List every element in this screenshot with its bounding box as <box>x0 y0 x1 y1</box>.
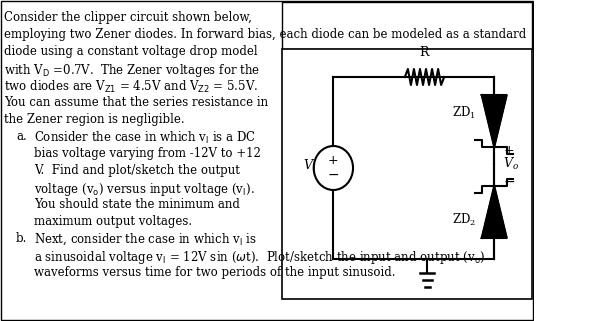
Text: maximum output voltages.: maximum output voltages. <box>34 215 192 228</box>
Text: voltage (v$_\mathrm{o}$) versus input voltage (v$_\mathrm{I}$).: voltage (v$_\mathrm{o}$) versus input vo… <box>34 181 255 198</box>
Text: +: + <box>328 154 338 168</box>
Text: You should state the minimum and: You should state the minimum and <box>34 198 240 211</box>
Text: with V$_\mathrm{D}$ =0.7V.  The Zener voltages for the: with V$_\mathrm{D}$ =0.7V. The Zener vol… <box>4 62 261 79</box>
Text: −: − <box>328 168 339 182</box>
Bar <box>282 49 532 299</box>
Text: R: R <box>420 46 429 59</box>
Polygon shape <box>482 186 507 238</box>
Bar <box>282 2 532 49</box>
Polygon shape <box>482 95 507 147</box>
Text: employing two Zener diodes. In forward bias, each diode can be modeled as a stan: employing two Zener diodes. In forward b… <box>4 28 527 41</box>
Text: V$_\mathregular{o}$: V$_\mathregular{o}$ <box>503 156 519 172</box>
Text: Consider the clipper circuit shown below,: Consider the clipper circuit shown below… <box>4 11 253 24</box>
Text: −: − <box>503 175 515 189</box>
Text: the Zener region is negligible.: the Zener region is negligible. <box>4 113 185 126</box>
Text: diode using a constant voltage drop model: diode using a constant voltage drop mode… <box>4 45 258 58</box>
Text: waveforms versus time for two periods of the input sinusoid.: waveforms versus time for two periods of… <box>34 266 395 279</box>
Text: ZD$_\mathregular{2}$: ZD$_\mathregular{2}$ <box>452 212 476 228</box>
Text: bias voltage varying from -12V to +12: bias voltage varying from -12V to +12 <box>34 147 261 160</box>
Circle shape <box>313 146 353 190</box>
Text: Consider the case in which v$_\mathrm{I}$ is a DC: Consider the case in which v$_\mathrm{I}… <box>34 130 256 146</box>
Text: V$_\mathregular{i}$: V$_\mathregular{i}$ <box>303 158 317 174</box>
Text: two diodes are V$_\mathrm{Z1}$ = 4.5V and V$_\mathrm{Z2}$ = 5.5V.: two diodes are V$_\mathrm{Z1}$ = 4.5V an… <box>4 79 259 95</box>
Text: ZD$_\mathregular{1}$: ZD$_\mathregular{1}$ <box>453 105 476 121</box>
Text: +: + <box>503 143 514 157</box>
Text: You can assume that the series resistance in: You can assume that the series resistanc… <box>4 96 269 109</box>
Text: a sinusoidal voltage v$_\mathrm{I}$ = 12V sin ($\omega$t).  Plot/sketch the inpu: a sinusoidal voltage v$_\mathrm{I}$ = 12… <box>34 249 485 266</box>
Text: b.: b. <box>16 232 27 245</box>
Text: Next, consider the case in which v$_\mathrm{I}$ is: Next, consider the case in which v$_\mat… <box>34 232 257 247</box>
Text: V.  Find and plot/sketch the output: V. Find and plot/sketch the output <box>34 164 240 177</box>
Text: a.: a. <box>16 130 27 143</box>
